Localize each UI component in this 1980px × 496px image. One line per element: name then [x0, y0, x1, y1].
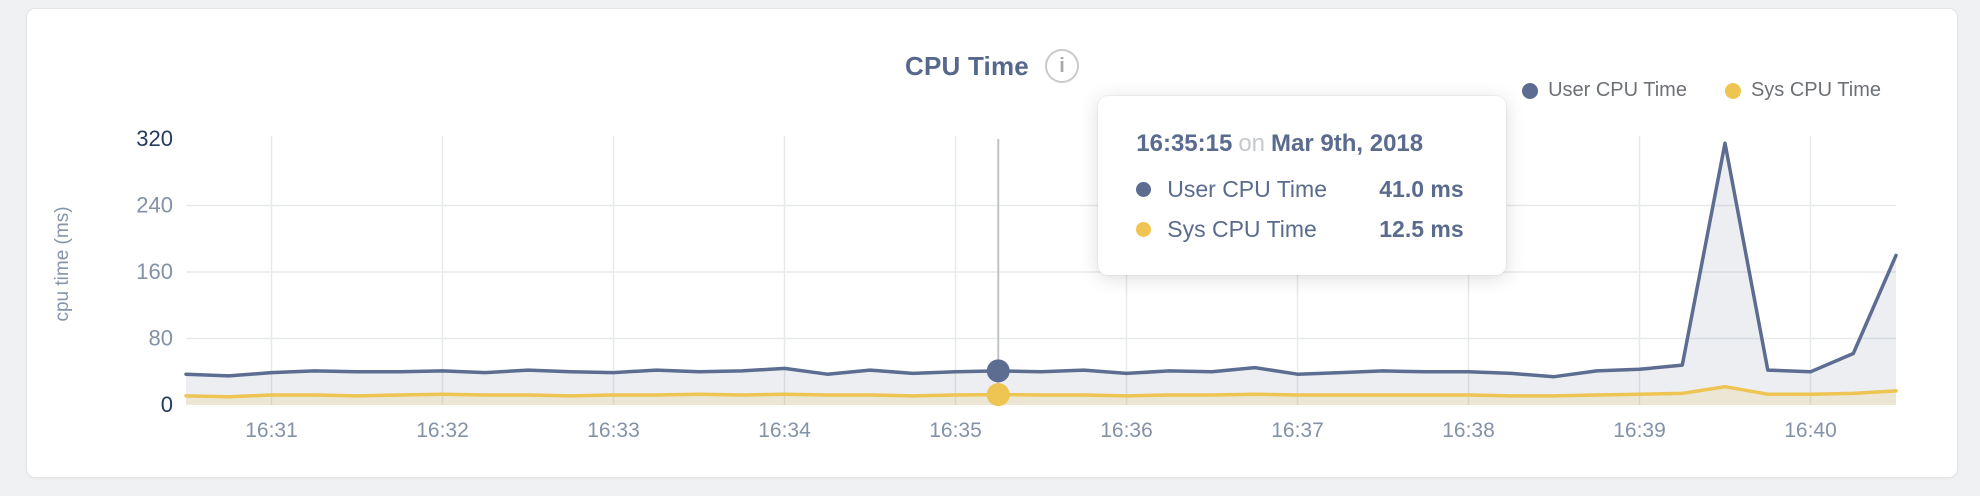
y-tick-label: 160 — [136, 259, 173, 284]
x-tick-label: 16:32 — [416, 419, 469, 442]
sys-cpu-line — [184, 384, 1898, 399]
legend-label: Sys CPU Time — [1750, 79, 1881, 101]
sys-cpu-tooltip-dot — [1136, 222, 1152, 237]
x-tick-label: 16:31 — [245, 419, 298, 442]
user-cpu-line — [184, 141, 1898, 379]
legend-label: User CPU Time — [1548, 79, 1687, 101]
y-tick-label: 240 — [136, 192, 173, 217]
tooltip-on: on — [1238, 130, 1266, 157]
cpu-time-chart[interactable]: 0 80 160 240 320 16:31 16:32 16:33 16:34 16:35 16:… — [27, 9, 1957, 477]
legend-item-sys-cpu[interactable]: Sys CPU Time — [1724, 79, 1881, 102]
x-tick-label: 16:37 — [1271, 419, 1324, 442]
selected-point-user — [986, 359, 1010, 383]
x-tick-label: 16:35 — [929, 419, 982, 442]
sys-cpu-legend-dot — [1724, 82, 1741, 99]
y-axis-title: cpu time (ms) — [52, 206, 73, 322]
legend-item-user-cpu[interactable]: User CPU Time — [1522, 79, 1687, 102]
selected-point-sys — [986, 383, 1010, 407]
y-tick-label: 320 — [136, 126, 173, 151]
info-icon[interactable]: i — [1044, 49, 1079, 83]
tooltip-series-label: User CPU Time — [1167, 176, 1327, 202]
y-tick-label: 80 — [149, 325, 173, 350]
user-cpu-tooltip-dot — [1136, 182, 1152, 197]
tooltip-row-user-cpu: User CPU Time 41.0 ms — [1136, 176, 1466, 203]
x-tick-label: 16:39 — [1613, 419, 1666, 442]
user-cpu-area — [186, 143, 1896, 405]
x-tick-label: 16:34 — [758, 419, 811, 442]
tooltip-rows: User CPU Time 41.0 ms Sys CPU Time 12.5 ms — [1136, 176, 1466, 243]
tooltip-series-value: 12.5 ms — [1379, 216, 1464, 242]
tooltip-header: 16:35:15 on Mar 9th, 2018 — [1136, 130, 1466, 158]
cpu-time-chart-card: CPU Time i User CPU Time Sys CPU Time cpu… — [26, 8, 1958, 478]
tooltip-time: 16:35:15 — [1136, 130, 1233, 157]
chart-legend: User CPU Time Sys CPU Time — [1522, 79, 1881, 102]
x-tick-label: 16:33 — [587, 419, 640, 442]
tooltip-row-sys-cpu: Sys CPU Time 12.5 ms — [1136, 216, 1466, 243]
x-tick-label: 16:40 — [1784, 419, 1837, 442]
chart-tooltip: 16:35:15 on Mar 9th, 2018 User CPU Time 41.… — [1098, 96, 1507, 275]
user-cpu-legend-dot — [1522, 82, 1539, 99]
tooltip-date: Mar 9th, 2018 — [1271, 130, 1424, 157]
tooltip-series-label: Sys CPU Time — [1167, 216, 1317, 242]
y-tick-label: 0 — [161, 392, 173, 417]
tooltip-series-value: 41.0 ms — [1379, 176, 1464, 202]
chart-header: CPU Time i — [27, 49, 1957, 83]
chart-title: CPU Time — [905, 50, 1029, 81]
x-tick-label: 16:36 — [1100, 419, 1153, 442]
x-tick-label: 16:38 — [1442, 419, 1495, 442]
